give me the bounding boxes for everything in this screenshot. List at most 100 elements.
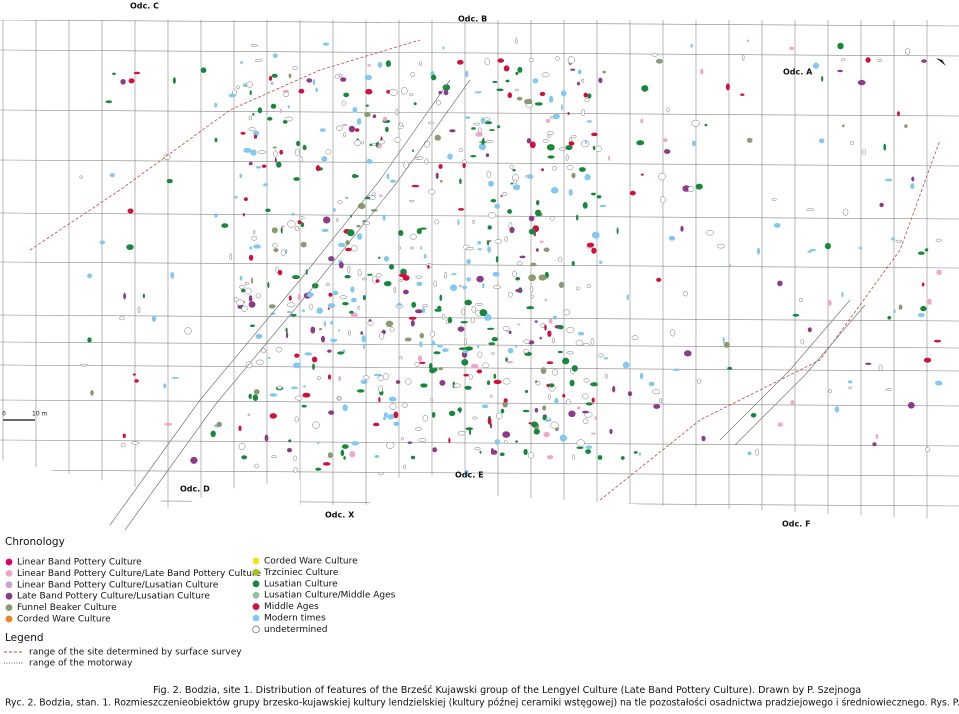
feature — [430, 331, 435, 338]
feature — [653, 404, 661, 409]
feature — [533, 428, 540, 435]
grid-line — [0, 399, 959, 407]
feature — [171, 376, 180, 379]
feature — [540, 367, 547, 374]
feature — [576, 214, 579, 221]
feature — [358, 203, 366, 210]
feature — [301, 404, 307, 408]
feature — [585, 449, 591, 454]
feature — [528, 215, 535, 222]
feature — [419, 246, 423, 250]
feature — [640, 173, 644, 176]
legend-swatch — [252, 591, 260, 599]
feature — [416, 281, 423, 286]
feature — [375, 279, 380, 283]
feature — [287, 448, 292, 453]
feature — [310, 326, 316, 334]
feature — [807, 327, 812, 333]
feature — [562, 357, 570, 365]
feature — [214, 213, 218, 218]
feature — [287, 105, 290, 109]
feature — [651, 53, 658, 57]
feature — [704, 123, 708, 127]
feature — [492, 80, 498, 84]
feature — [403, 464, 407, 469]
feature — [516, 261, 523, 266]
feature — [253, 134, 258, 139]
feature — [656, 58, 663, 64]
feature — [377, 375, 385, 381]
feature — [306, 78, 313, 83]
feature — [800, 339, 804, 345]
feature — [531, 421, 538, 428]
feature — [464, 385, 472, 390]
feature — [351, 297, 357, 303]
feature — [254, 59, 263, 62]
feature — [551, 337, 556, 344]
feature — [408, 316, 417, 320]
feature — [584, 173, 591, 181]
feature — [479, 450, 482, 454]
feature — [491, 352, 495, 355]
feature — [481, 404, 489, 409]
legend-label: Linear Band Pottery Culture/Late Band Po… — [17, 569, 261, 579]
feature — [567, 56, 576, 64]
feature — [251, 236, 258, 241]
feature — [509, 164, 514, 169]
feature — [747, 451, 752, 456]
feature — [807, 250, 812, 253]
section-label: Odc. D — [180, 485, 210, 494]
feature — [315, 87, 318, 93]
feature — [609, 428, 613, 435]
feature — [321, 335, 325, 343]
feature — [377, 61, 383, 68]
feature — [414, 361, 420, 367]
feature — [340, 449, 345, 457]
feature — [251, 277, 254, 284]
feature — [905, 47, 911, 55]
feature — [834, 406, 840, 413]
feature — [336, 125, 343, 131]
feature — [586, 284, 591, 288]
feature — [293, 466, 298, 473]
feature — [170, 272, 175, 279]
feature — [558, 281, 565, 288]
feature — [513, 179, 518, 184]
feature — [249, 90, 252, 96]
feature — [411, 184, 420, 188]
feature — [527, 174, 534, 180]
feature — [542, 139, 549, 143]
feature — [558, 147, 566, 151]
feature — [428, 189, 436, 195]
feature — [530, 294, 534, 299]
feature — [544, 324, 547, 331]
feature — [933, 339, 942, 343]
feature — [403, 161, 409, 169]
feature — [172, 77, 176, 84]
feature — [548, 95, 554, 103]
feature — [500, 408, 505, 414]
feature — [458, 284, 463, 288]
feature — [376, 273, 382, 278]
feature — [891, 237, 895, 241]
feature — [824, 242, 831, 250]
feature — [238, 425, 242, 432]
feature — [565, 154, 569, 162]
feature — [528, 274, 536, 282]
feature — [477, 344, 480, 349]
feature — [558, 325, 564, 330]
feature — [234, 297, 239, 303]
feature — [373, 422, 380, 427]
feature — [790, 400, 795, 405]
feature — [512, 169, 516, 172]
feature — [495, 255, 499, 263]
feature — [236, 299, 245, 306]
feature — [327, 349, 332, 353]
feature — [461, 308, 466, 316]
feature — [547, 155, 555, 159]
feature — [532, 78, 539, 84]
feature — [255, 359, 264, 365]
feature — [622, 361, 630, 369]
feature — [476, 275, 484, 283]
feature — [895, 239, 902, 243]
